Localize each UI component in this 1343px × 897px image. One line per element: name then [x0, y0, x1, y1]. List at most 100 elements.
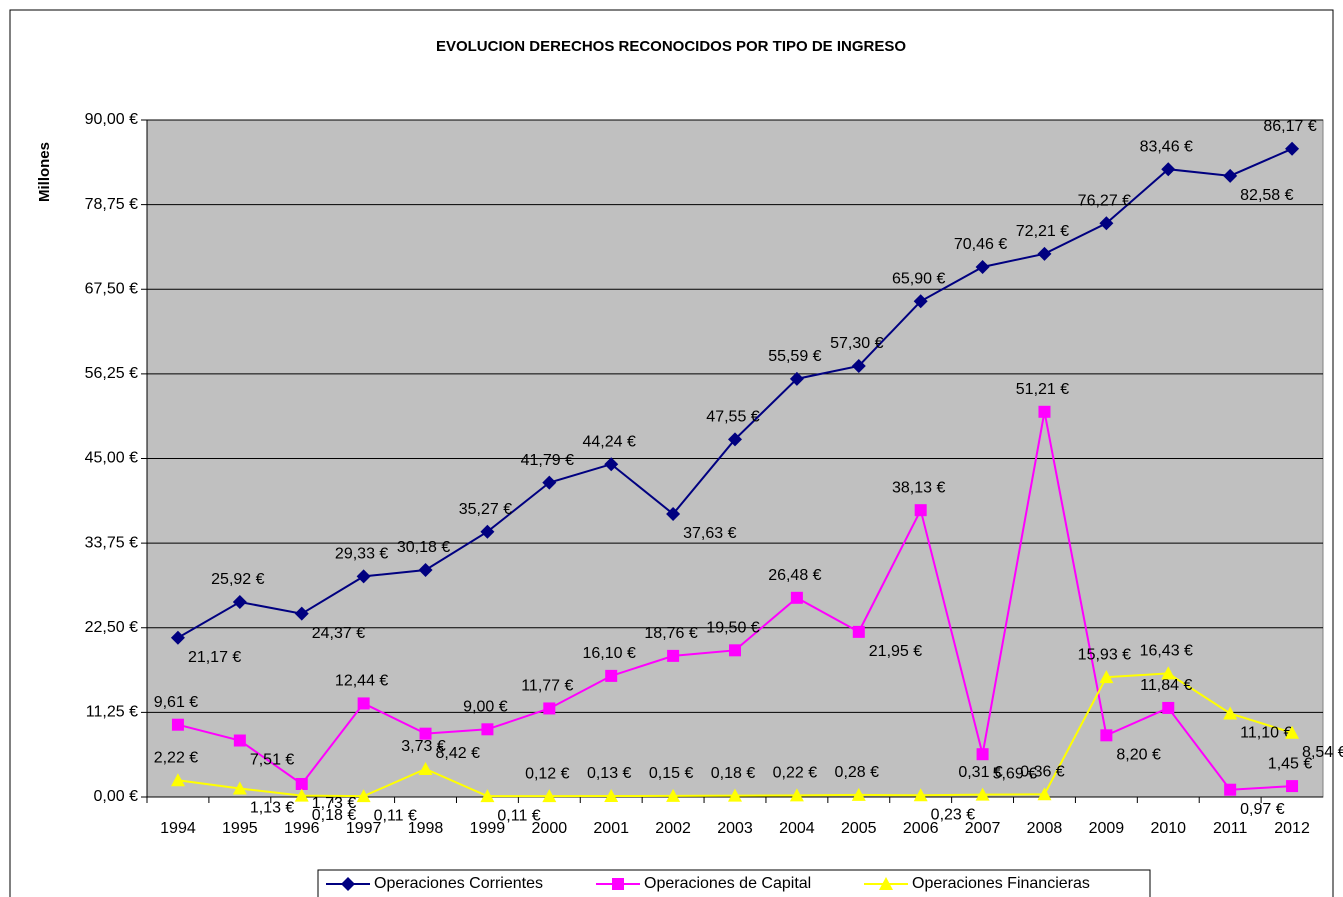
marker	[913, 294, 928, 309]
x-tick-label: 2010	[1150, 820, 1186, 837]
marker	[913, 788, 928, 802]
marker	[1100, 729, 1113, 742]
data-label: 86,17 €	[1263, 118, 1316, 135]
data-label: 21,17 €	[188, 649, 241, 666]
data-label: 51,21 €	[1016, 381, 1069, 398]
marker	[789, 371, 804, 386]
marker	[1099, 670, 1114, 684]
marker	[729, 644, 741, 657]
data-label: 11,77 €	[521, 678, 573, 695]
x-tick-label: 2008	[1027, 820, 1063, 837]
data-label: 3,73 €	[401, 738, 446, 755]
marker	[356, 789, 371, 803]
marker	[480, 789, 495, 803]
data-label: 55,59 €	[768, 348, 821, 365]
data-label: 11,84 €	[1140, 677, 1192, 694]
legend-box	[317, 869, 1151, 897]
marker	[232, 781, 247, 795]
marker	[852, 625, 865, 638]
legend: Operaciones Corrientes Operaciones de Cap…	[317, 869, 1151, 897]
x-tick-label: 2011	[1213, 820, 1248, 837]
data-label: 8,20 €	[1116, 747, 1161, 764]
marker	[666, 506, 681, 521]
data-label: 0,22 €	[773, 765, 818, 782]
data-label: 5,69 €	[993, 765, 1038, 782]
y-axis-label: Millones	[36, 142, 53, 202]
marker	[170, 630, 185, 645]
y-tick-label: 33,75 €	[85, 534, 138, 551]
marker	[1286, 780, 1299, 793]
marker	[728, 788, 742, 802]
data-label: 26,48 €	[768, 567, 821, 584]
marker	[1224, 783, 1237, 796]
data-label: 83,46 €	[1140, 138, 1193, 155]
marker	[1037, 787, 1052, 801]
x-tick-label: 2009	[1089, 820, 1125, 837]
y-tick-label: 67,50 €	[85, 280, 138, 297]
data-label: 82,58 €	[1240, 187, 1293, 204]
marker	[1161, 666, 1176, 680]
data-label: 0,28 €	[835, 764, 880, 781]
marker	[1223, 706, 1238, 720]
marker	[341, 877, 355, 891]
data-label: 76,27 €	[1078, 192, 1131, 209]
x-tick-label: 2012	[1274, 820, 1310, 837]
marker	[975, 259, 990, 274]
data-label: 24,37 €	[312, 625, 365, 642]
marker	[357, 697, 370, 710]
marker	[604, 457, 619, 472]
marker	[419, 727, 432, 740]
x-tick-label: 2000	[532, 820, 568, 837]
data-label: 12,44 €	[335, 673, 388, 690]
marker	[790, 591, 803, 604]
x-tick-label: 1998	[408, 820, 444, 837]
data-label: 44,24 €	[583, 433, 636, 450]
data-label: 57,30 €	[830, 335, 883, 352]
chart-title: EVOLUCION DERECHOS RECONOCIDOS POR TIPO …	[436, 38, 906, 55]
data-label: 0,11 €	[374, 807, 417, 824]
legend-label: Operaciones Financieras	[912, 875, 1090, 892]
y-tick-label: 22,50 €	[85, 619, 138, 636]
data-label: 0,18 €	[312, 807, 357, 824]
y-tick-label: 56,25 €	[85, 365, 138, 382]
marker	[851, 358, 866, 373]
data-label: 0,18 €	[711, 765, 756, 782]
marker	[976, 748, 989, 761]
data-label: 18,76 €	[644, 625, 697, 642]
marker	[170, 773, 185, 787]
data-label: 1,45 €	[1268, 755, 1313, 772]
marker	[604, 789, 619, 803]
marker	[728, 432, 742, 447]
data-label: 0,31 €	[958, 764, 1003, 781]
y-tick-label: 90,00 €	[85, 111, 138, 128]
data-label: 21,95 €	[869, 643, 922, 660]
marker	[667, 649, 680, 662]
data-label: 0,13 €	[587, 765, 632, 782]
data-label: 16,43 €	[1140, 643, 1193, 660]
marker	[543, 702, 556, 715]
x-tick-label: 1999	[470, 820, 506, 837]
y-tick-label: 78,75 €	[85, 196, 138, 213]
marker	[294, 788, 309, 802]
data-label: 1,73 €	[312, 795, 357, 812]
data-label: 72,21 €	[1016, 223, 1069, 240]
x-tick-label: 2003	[717, 820, 753, 837]
marker	[356, 569, 371, 584]
marker	[418, 761, 433, 775]
x-tick-label: 2005	[841, 820, 877, 837]
data-label: 35,27 €	[459, 501, 512, 518]
marker	[1285, 141, 1300, 156]
marker	[605, 669, 618, 682]
marker	[1285, 725, 1300, 739]
marker	[914, 504, 927, 517]
data-label: 15,93 €	[1078, 646, 1131, 663]
marker	[418, 562, 433, 577]
marker	[666, 788, 681, 802]
marker	[789, 788, 804, 802]
data-label: 19,50 €	[706, 620, 759, 637]
data-label: 7,51 €	[250, 752, 295, 769]
data-label: 9,00 €	[463, 699, 508, 716]
marker	[480, 524, 495, 539]
